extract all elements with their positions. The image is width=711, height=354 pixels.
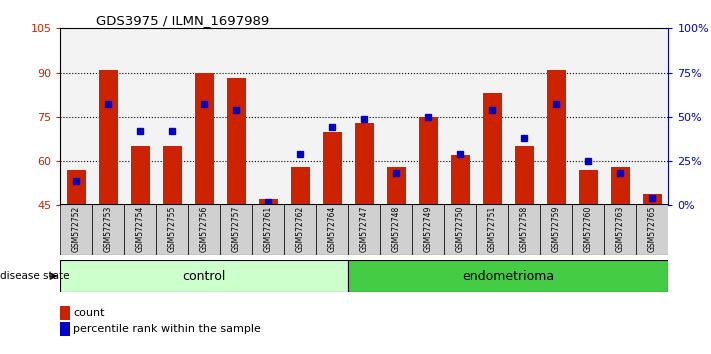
Text: GSM572758: GSM572758	[520, 206, 529, 252]
Bar	[636, 28, 668, 205]
Bar	[419, 117, 438, 205]
Bar	[636, 204, 668, 255]
Text: GSM572756: GSM572756	[200, 206, 209, 252]
Bar	[412, 28, 444, 205]
Bar	[348, 28, 380, 205]
Bar	[252, 28, 284, 205]
Bar	[156, 204, 188, 255]
Bar	[540, 204, 572, 255]
Text: GSM572754: GSM572754	[136, 206, 145, 252]
Bar	[259, 199, 278, 205]
Bar	[508, 28, 540, 205]
Text: GSM572753: GSM572753	[104, 206, 113, 252]
Bar	[220, 204, 252, 255]
Text: GSM572763: GSM572763	[616, 206, 625, 252]
Bar	[348, 204, 380, 255]
Bar	[227, 79, 246, 205]
Bar	[252, 204, 284, 255]
Bar	[195, 73, 214, 205]
Bar	[412, 204, 444, 255]
Bar	[323, 132, 342, 205]
Bar	[156, 28, 188, 205]
Bar	[483, 93, 502, 205]
Bar	[60, 260, 348, 292]
Bar	[572, 28, 604, 205]
Bar	[380, 204, 412, 255]
Bar	[387, 167, 406, 205]
Text: GSM572759: GSM572759	[552, 206, 561, 252]
Text: GSM572762: GSM572762	[296, 206, 305, 252]
Bar	[643, 194, 662, 205]
Bar	[92, 28, 124, 205]
Bar	[380, 28, 412, 205]
Bar	[124, 28, 156, 205]
Bar	[604, 204, 636, 255]
Text: endometrioma: endometrioma	[462, 270, 555, 282]
Text: GSM572755: GSM572755	[168, 206, 177, 252]
Bar	[451, 155, 470, 205]
Bar	[60, 28, 92, 205]
Bar	[572, 204, 604, 255]
Bar	[99, 70, 118, 205]
Bar	[540, 28, 572, 205]
Text: GSM572748: GSM572748	[392, 206, 401, 252]
Text: GDS3975 / ILMN_1697989: GDS3975 / ILMN_1697989	[96, 14, 269, 27]
Bar	[348, 260, 668, 292]
Bar	[163, 146, 182, 205]
Bar	[444, 28, 476, 205]
Bar	[316, 28, 348, 205]
Text: GSM572765: GSM572765	[648, 206, 657, 252]
Bar	[444, 204, 476, 255]
Bar	[355, 123, 374, 205]
Text: count: count	[73, 308, 105, 318]
Bar	[220, 28, 252, 205]
Bar	[92, 204, 124, 255]
Bar	[611, 167, 630, 205]
Text: GSM572752: GSM572752	[72, 206, 81, 252]
Text: GSM572761: GSM572761	[264, 206, 273, 252]
Text: GSM572750: GSM572750	[456, 206, 465, 252]
Bar	[579, 170, 598, 205]
Text: GSM572749: GSM572749	[424, 206, 433, 252]
Bar	[60, 204, 92, 255]
Bar	[284, 28, 316, 205]
Text: percentile rank within the sample: percentile rank within the sample	[73, 324, 261, 334]
Text: GSM572751: GSM572751	[488, 206, 497, 252]
Bar	[131, 146, 150, 205]
Bar	[124, 204, 156, 255]
Bar	[604, 28, 636, 205]
Text: GSM572757: GSM572757	[232, 206, 241, 252]
Bar	[476, 204, 508, 255]
Bar	[284, 204, 316, 255]
Bar	[188, 204, 220, 255]
Text: control: control	[183, 270, 226, 282]
Bar	[476, 28, 508, 205]
Text: disease state: disease state	[0, 271, 70, 281]
Text: GSM572760: GSM572760	[584, 206, 593, 252]
Bar	[316, 204, 348, 255]
Bar	[547, 70, 566, 205]
Text: GSM572764: GSM572764	[328, 206, 337, 252]
Text: GSM572747: GSM572747	[360, 206, 369, 252]
Bar	[515, 146, 534, 205]
Bar	[67, 170, 86, 205]
Bar	[291, 167, 310, 205]
Bar	[188, 28, 220, 205]
Bar	[508, 204, 540, 255]
